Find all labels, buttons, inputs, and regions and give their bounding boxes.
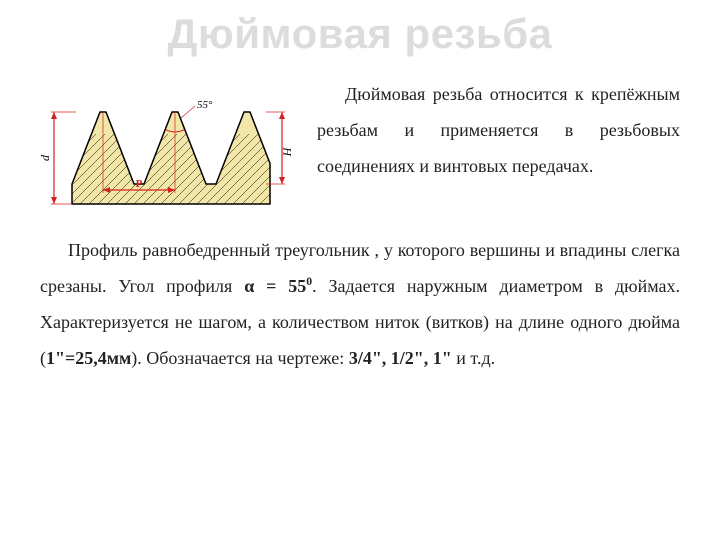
svg-text:H: H — [280, 146, 294, 157]
page-title: Дюймовая резьба — [40, 10, 680, 58]
inch-conversion: 1"=25,4мм — [46, 348, 131, 368]
intro-paragraph: Дюймовая резьба относится к крепёжным ре… — [317, 76, 680, 184]
svg-text:d: d — [40, 154, 52, 161]
thread-diagram: d H P 55° — [40, 76, 295, 226]
svg-text:55°: 55° — [197, 99, 213, 111]
body-seg-4: и т.д. — [452, 348, 495, 368]
body-seg-3: ). Обозначается на чертеже: — [131, 348, 349, 368]
main-paragraph: Профиль равнобедренный треугольник , у к… — [40, 232, 680, 376]
svg-text:P: P — [136, 178, 143, 190]
intro-row: d H P 55° Дюймовая резьба относится к крепё… — [40, 76, 680, 226]
alpha-value: α = 550 — [244, 276, 312, 296]
thread-designations: 3/4", 1/2", 1" — [349, 348, 452, 368]
